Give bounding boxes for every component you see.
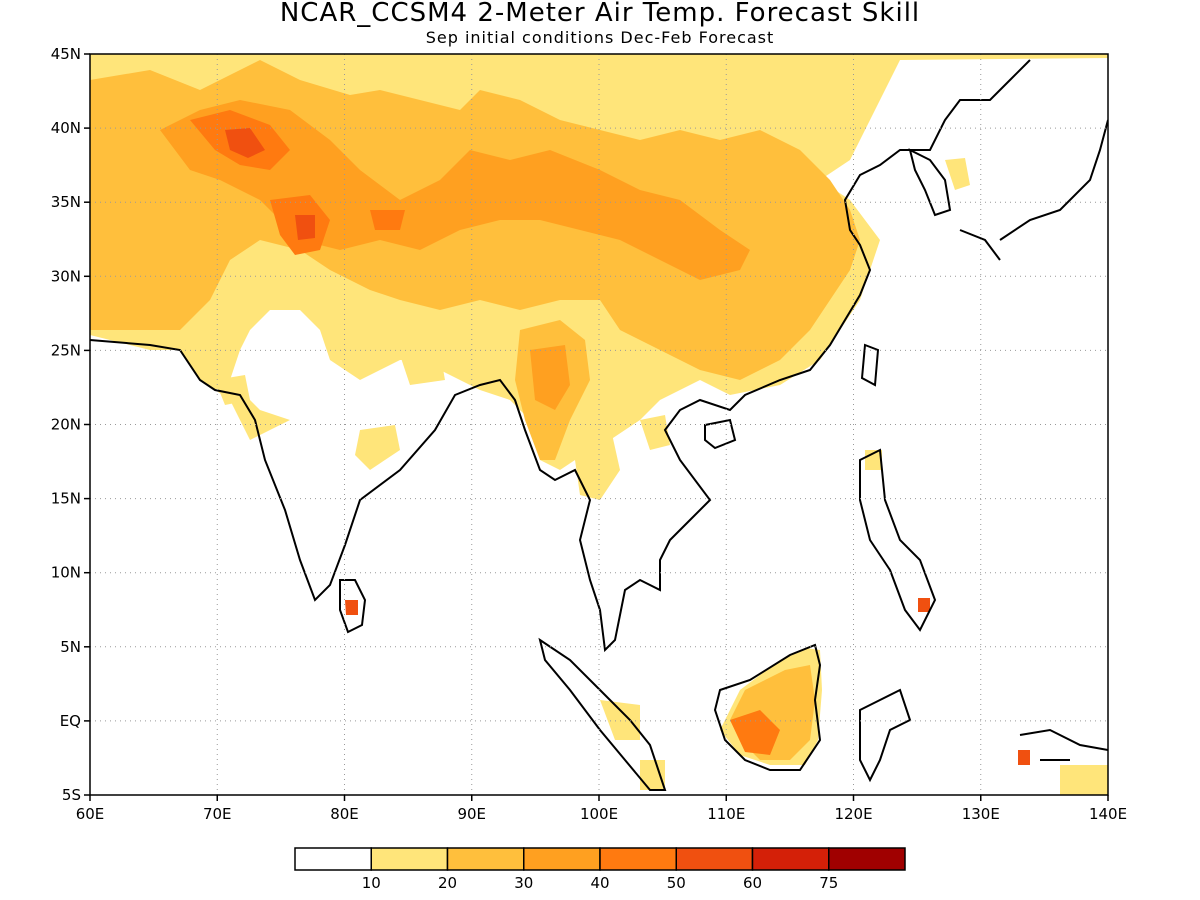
lon-tick-label: 60E <box>76 805 105 823</box>
colorbar: 10 20 30 40 50 60 75 <box>294 847 906 892</box>
coast-japan <box>959 119 1108 261</box>
colorbar-label: 20 <box>438 874 457 892</box>
skill-fill-layer <box>90 54 1108 795</box>
lon-tick-label: 90E <box>457 805 486 823</box>
lat-tick-label: 25N <box>51 341 81 359</box>
skill-region-sumatra <box>600 700 665 790</box>
coast-borneo <box>713 643 822 771</box>
colorbar-swatch <box>751 847 830 871</box>
skill-region-japan-korea <box>865 158 970 470</box>
colorbar-label: 30 <box>514 874 533 892</box>
coast-korea <box>908 148 952 217</box>
lon-tick-label: 80E <box>330 805 359 823</box>
lat-tick-label: 10N <box>51 564 81 582</box>
colorbar-label: 40 <box>590 874 609 892</box>
coast-srilanka <box>339 579 367 634</box>
coast-hainan <box>704 418 737 450</box>
lon-tick-label: 110E <box>707 805 745 823</box>
skill-region-newguinea <box>1060 765 1108 795</box>
lat-tick-label: 20N <box>51 416 81 434</box>
lon-tick-label: 130E <box>962 805 1000 823</box>
lat-tick-label: EQ <box>60 712 81 730</box>
skill-region-india-patches <box>215 352 445 470</box>
colorbar-label: 60 <box>743 874 762 892</box>
gridlines <box>90 54 1108 795</box>
colorbar-swatch <box>599 847 677 871</box>
lat-tick-label: 45N <box>51 45 81 63</box>
colorbar-swatch <box>370 847 449 871</box>
colorbar-swatch <box>294 847 372 871</box>
chart-title: NCAR_CCSM4 2-Meter Air Temp. Forecast Sk… <box>279 0 921 28</box>
lat-tick-label: 30N <box>51 267 81 285</box>
colorbar-label: 10 <box>362 874 381 892</box>
coast-sumatra <box>538 637 667 791</box>
lon-tick-label: 70E <box>203 805 232 823</box>
coast-mainland <box>90 59 1031 653</box>
coast-sulawesi <box>859 688 912 783</box>
lat-tick-label: 40N <box>51 119 81 137</box>
lat-tick-label: 35N <box>51 193 81 211</box>
coast-newguinea <box>1019 728 1108 761</box>
lon-tick-label: 120E <box>834 805 872 823</box>
lat-tick-label: 5S <box>62 786 81 804</box>
coast-taiwan <box>860 343 880 387</box>
colorbar-swatch <box>523 847 601 871</box>
colorbar-swatch <box>446 847 525 871</box>
chart-subtitle: Sep initial conditions Dec-Feb Forecast <box>425 28 775 47</box>
skill-region-indochina <box>570 415 670 500</box>
colorbar-swatch <box>828 847 906 871</box>
colorbar-label: 50 <box>667 874 686 892</box>
coastline-layer <box>90 59 1108 791</box>
colorbar-label: 75 <box>819 874 838 892</box>
lon-tick-label: 140E <box>1089 805 1127 823</box>
skill-region-borneo-core <box>730 710 780 755</box>
colorbar-swatch <box>675 847 754 871</box>
lon-tick-label: 100E <box>580 805 618 823</box>
lat-tick-label: 5N <box>60 638 81 656</box>
skill-region-burma-core <box>530 345 570 410</box>
axes: 60E 70E 80E 90E 100E 110E 120E 130E 140E 5S EQ 5N 10… <box>51 45 1127 823</box>
lat-tick-label: 15N <box>51 490 81 508</box>
coast-philippines <box>859 448 937 632</box>
